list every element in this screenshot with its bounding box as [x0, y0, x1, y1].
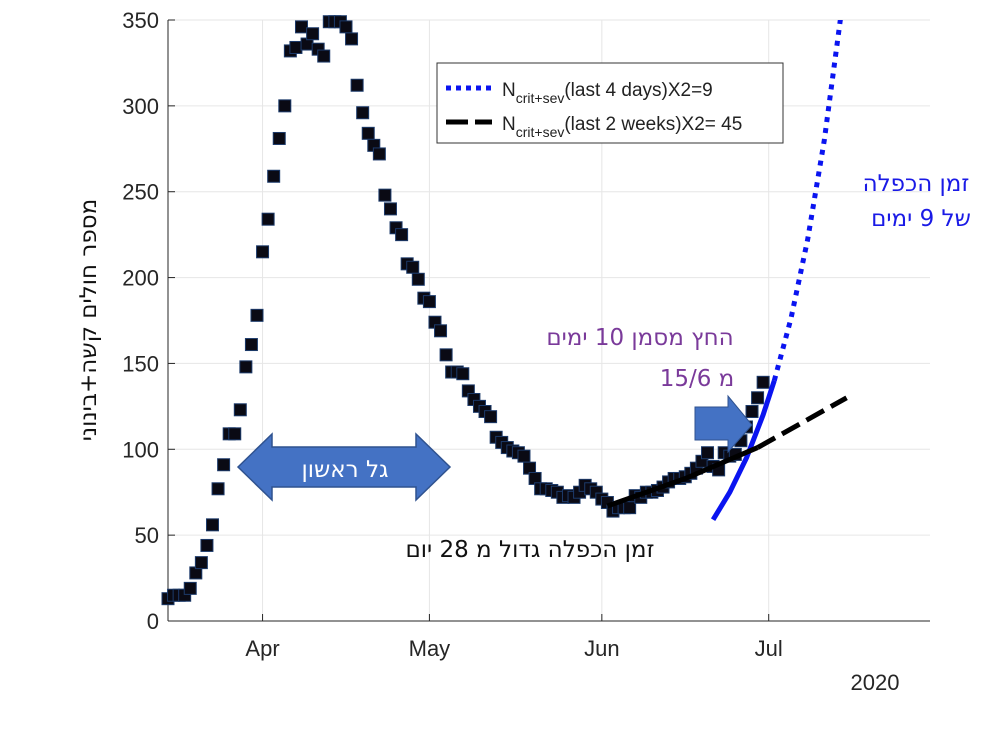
fit-line-solid-1 — [606, 445, 759, 509]
y-axis-label: מספר חולים קשה+בינוני — [76, 199, 102, 441]
data-point — [211, 482, 225, 496]
data-point — [239, 360, 253, 374]
doubling-28-label: זמן הכפלה גדול מ 28 יום — [405, 537, 654, 563]
data-point — [422, 295, 436, 309]
data-point — [317, 49, 331, 63]
x-tick-label: Jun — [584, 636, 619, 661]
fit-line-extrapolation-0 — [771, 20, 843, 382]
arrow-note-line1: החץ מסמן 10 ימים — [546, 325, 733, 351]
data-point — [383, 202, 397, 216]
doubling-9-line1: זמן הכפלה — [863, 171, 970, 197]
fit-line-extrapolation-1 — [756, 395, 848, 450]
data-point — [395, 228, 409, 242]
data-point — [194, 556, 208, 570]
legend-sub: crit+sev — [516, 124, 565, 140]
axes — [167, 20, 930, 622]
data-point — [200, 538, 214, 552]
y-tick-label: 150 — [122, 351, 159, 376]
data-point — [256, 245, 270, 259]
data-point — [361, 126, 375, 140]
data-point — [278, 99, 292, 113]
data-point — [745, 405, 759, 419]
data-point — [250, 308, 264, 322]
data-points — [161, 15, 770, 606]
x-tick-label: Jul — [755, 636, 783, 661]
legend-main: N — [502, 114, 516, 135]
fit-lines — [606, 20, 848, 521]
data-point — [244, 338, 258, 352]
data-point — [372, 147, 386, 161]
legend-sub: crit+sev — [516, 90, 565, 106]
y-tick-label: 250 — [122, 180, 159, 205]
data-point — [339, 20, 353, 34]
data-point — [456, 367, 470, 381]
data-point — [434, 324, 448, 338]
legend: Ncrit+sev(last 4 days)X2=9 Ncrit+sev(las… — [436, 62, 784, 144]
double-arrow-shape — [236, 432, 452, 502]
arrow-note-line2: מ 15/6 — [660, 366, 735, 392]
data-point — [233, 403, 247, 417]
doubling-9-line2: של 9 ימים — [871, 206, 971, 232]
right-arrow-shape — [694, 394, 753, 454]
data-point — [183, 581, 197, 595]
data-point — [484, 410, 498, 424]
data-point — [272, 131, 286, 145]
data-point — [289, 40, 303, 54]
data-point — [623, 501, 637, 515]
data-point — [294, 20, 308, 34]
data-point — [267, 169, 281, 183]
x-tick-label: Apr — [245, 636, 279, 661]
data-point — [306, 27, 320, 41]
data-point — [701, 446, 715, 460]
data-point — [406, 260, 420, 274]
first-wave-arrow: גל ראשון — [236, 432, 452, 502]
legend-rest: (last 4 days)X2=9 — [564, 80, 712, 101]
data-point — [356, 106, 370, 120]
fit-line-solid-0 — [710, 379, 777, 521]
data-point — [217, 458, 231, 472]
year-label: 2020 — [851, 670, 900, 695]
legend-entry-2-weeks: Ncrit+sev(last 2 weeks)X2= 45 — [502, 114, 742, 140]
data-point — [751, 391, 765, 405]
legend-box — [436, 62, 784, 144]
data-point — [439, 348, 453, 362]
data-point — [756, 375, 770, 389]
legend-main: N — [502, 80, 516, 101]
data-point — [261, 212, 275, 226]
y-tick-label: 0 — [147, 609, 159, 634]
data-point — [350, 78, 364, 92]
y-tick-label: 50 — [135, 523, 159, 548]
y-tick-label: 300 — [122, 94, 159, 119]
data-point — [345, 32, 359, 46]
data-point — [205, 518, 219, 532]
first-wave-label: גל ראשון — [301, 457, 388, 483]
data-point — [228, 427, 242, 441]
y-tick-label: 100 — [122, 437, 159, 462]
y-tick-label: 200 — [122, 266, 159, 291]
x-tick-label: May — [409, 636, 451, 661]
data-point — [378, 188, 392, 202]
legend-entry-4-days: Ncrit+sev(last 4 days)X2=9 — [502, 80, 713, 106]
y-tick-label: 350 — [122, 8, 159, 33]
x-ticks: Apr May Jun Jul — [245, 614, 783, 661]
y-ticks: 0 50 100 150 200 250 300 350 — [122, 8, 175, 634]
data-point — [411, 272, 425, 286]
data-point — [517, 449, 531, 463]
legend-rest: (last 2 weeks)X2= 45 — [564, 114, 742, 135]
